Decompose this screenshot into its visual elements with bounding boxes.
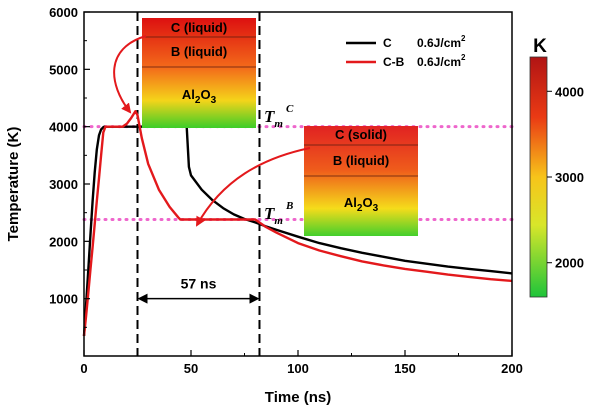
y-tick-label: 2000 bbox=[49, 234, 78, 249]
y-tick-label: 5000 bbox=[49, 62, 78, 77]
inset-layer-stack-1: C (liquid) B (liquid) Al2O3 bbox=[142, 18, 256, 128]
inset2-layer-b: B (liquid) bbox=[333, 153, 389, 168]
x-tick-label: 150 bbox=[394, 361, 416, 376]
x-axis-title: Time (ns) bbox=[265, 389, 331, 406]
y-tick-label: 3000 bbox=[49, 177, 78, 192]
axis-ticks: 0 50 100 150 200 1000 2000 3000 4000 5000 6000 bbox=[49, 5, 523, 376]
x-tick-label: 0 bbox=[80, 361, 87, 376]
legend: C 0.6J/cm2 C-B 0.6J/cm2 bbox=[346, 34, 466, 69]
inset2-layer-c: C (solid) bbox=[335, 127, 387, 142]
y-tick-label: 6000 bbox=[49, 5, 78, 20]
inset1-layer-b: B (liquid) bbox=[171, 44, 227, 59]
y-tick-label: 4000 bbox=[49, 120, 78, 135]
legend-label-cb: C-B 0.6J/cm2 bbox=[383, 53, 466, 69]
series-line-c bbox=[82, 125, 513, 336]
colorbar: K 2000 3000 4000 bbox=[529, 36, 584, 298]
pointer-arrow-1 bbox=[113, 35, 147, 114]
pointer-arrow-2 bbox=[196, 147, 311, 227]
reference-lines bbox=[82, 125, 514, 222]
inset1-layer-c: C (liquid) bbox=[171, 20, 227, 35]
interval-label: 57 ns bbox=[181, 276, 217, 292]
y-tick-label: 1000 bbox=[49, 292, 78, 307]
x-tick-label: 200 bbox=[501, 361, 523, 376]
x-tick-label: 100 bbox=[287, 361, 309, 376]
colorbar-tick-label: 2000 bbox=[555, 256, 584, 271]
legend-label-c: C 0.6J/cm2 bbox=[383, 34, 466, 50]
colorbar-gradient bbox=[529, 56, 548, 298]
series-layer bbox=[82, 110, 513, 337]
tm-boron-label: TmB bbox=[264, 200, 293, 227]
colorbar-ticks: 2000 3000 4000 bbox=[547, 84, 584, 271]
series-line-cb bbox=[82, 110, 513, 337]
inset2-layer-substrate: Al2O3 bbox=[344, 195, 379, 214]
colorbar-title: K bbox=[533, 36, 547, 57]
y-axis-title: Temperature (K) bbox=[5, 127, 22, 242]
x-tick-label: 50 bbox=[184, 361, 198, 376]
inset1-layer-substrate: Al2O3 bbox=[182, 87, 217, 106]
tm-carbon-label: TmC bbox=[264, 103, 294, 130]
interval-annotation: 57 ns bbox=[137, 276, 260, 304]
inset-layer-stack-2: C (solid) B (liquid) Al2O3 bbox=[304, 126, 418, 236]
colorbar-tick-label: 4000 bbox=[555, 84, 584, 99]
colorbar-tick-label: 3000 bbox=[555, 170, 584, 185]
